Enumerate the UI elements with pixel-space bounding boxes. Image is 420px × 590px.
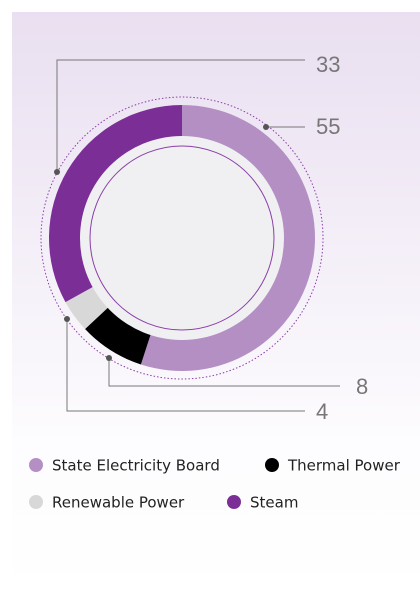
legend-swatch: [227, 495, 241, 509]
donut-segment: [140, 105, 316, 372]
donut-segment: [85, 306, 152, 365]
legend-label: State Electricity Board: [52, 457, 220, 475]
legend-swatch: [265, 458, 279, 472]
data-label: 55: [316, 114, 340, 139]
legend-label: Steam: [250, 494, 298, 512]
leader-dot: [106, 355, 112, 361]
legend-label: Thermal Power: [287, 457, 401, 475]
leader-line: [108, 358, 340, 387]
legend-label: Renewable Power: [52, 494, 185, 512]
data-label: 8: [356, 374, 368, 399]
inner-ring: [89, 145, 275, 331]
leader-line: [56, 59, 305, 172]
leader-dot: [64, 316, 70, 322]
leader-dot: [54, 169, 60, 175]
legend-swatch: [29, 458, 43, 472]
data-label: 33: [316, 52, 340, 77]
donut-hole: [80, 136, 284, 340]
legend-swatch: [29, 495, 43, 509]
outer-ring: [40, 96, 324, 380]
data-label: 4: [316, 399, 328, 424]
leader-dot: [263, 124, 269, 130]
leader-line: [66, 319, 305, 412]
donut-segment: [65, 286, 110, 330]
